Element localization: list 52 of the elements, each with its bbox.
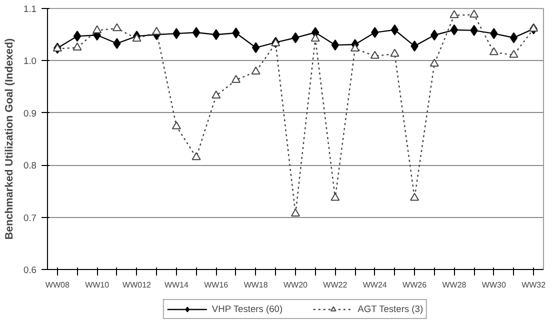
y-tick-label: 1.1 (24, 4, 36, 14)
point (390, 48, 400, 57)
point (510, 32, 518, 44)
point (509, 50, 518, 58)
point (489, 47, 498, 56)
point (310, 34, 320, 42)
point (152, 26, 162, 35)
point (92, 25, 102, 34)
x-tick-label: WW24 (362, 280, 388, 290)
y-tick-label: 1.0 (24, 56, 36, 66)
point (72, 42, 82, 50)
x-tick-label: WW16 (204, 280, 229, 290)
point (390, 24, 399, 36)
point (73, 30, 82, 42)
point (112, 23, 122, 32)
x-tick-label: WW32 (522, 280, 546, 290)
point (132, 34, 142, 42)
x-tick-label: WW20 (284, 280, 308, 290)
y-axis-title: Benchmarked Utilization Goal (Indexed) (4, 38, 16, 240)
point (331, 40, 340, 51)
point (251, 66, 260, 74)
point (430, 58, 439, 67)
point (172, 121, 181, 130)
x-tick-label: WW28 (442, 280, 467, 290)
legend-label: VHP Testers (60) (212, 303, 283, 315)
x-tick-label: WW18 (244, 280, 268, 290)
y-tick-label: 0.7 (24, 212, 36, 223)
y-tick-label: 0.8 (24, 160, 36, 171)
point (470, 10, 479, 18)
x-tick-label: WW10 (85, 280, 110, 290)
x-tick-label: WW22 (323, 280, 348, 290)
point (231, 74, 240, 83)
point (529, 24, 538, 32)
x-tick-label: WW14 (164, 280, 190, 290)
point (192, 152, 201, 160)
point (450, 10, 459, 18)
point (291, 208, 300, 216)
point (252, 42, 260, 54)
x-tick-label: WW26 (402, 280, 428, 290)
point (212, 90, 221, 98)
point (192, 27, 200, 38)
y-tick-label: 0.9 (24, 108, 36, 118)
x-tick-label: WW012 (122, 280, 152, 290)
point (370, 50, 380, 59)
point (410, 192, 420, 201)
x-tick-label: WW08 (45, 280, 70, 290)
point (350, 44, 360, 52)
x-tick-label: WW30 (482, 280, 506, 290)
y-tick-label: 0.6 (24, 265, 36, 275)
legend-label: AGT Testers (3) (358, 303, 424, 315)
point (450, 24, 458, 36)
point (330, 192, 340, 201)
